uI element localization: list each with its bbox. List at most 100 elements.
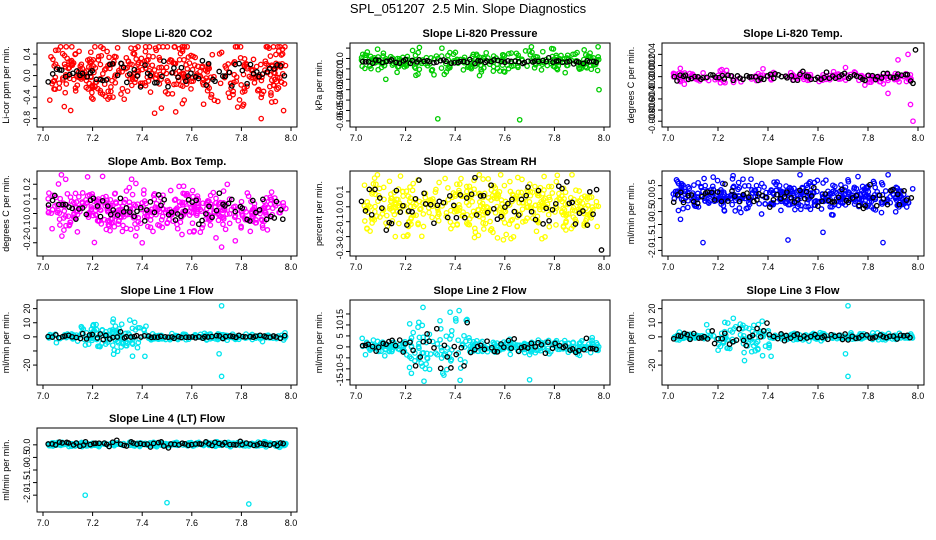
black-data-point: [468, 191, 475, 198]
black-data-point: [60, 201, 66, 208]
black-data-point: [273, 198, 280, 205]
data-point: [153, 47, 160, 54]
black-data-point: [692, 73, 698, 80]
data-point: [99, 173, 106, 180]
y-tick-label: -0.5: [647, 204, 657, 220]
data-point: [460, 209, 466, 215]
data-point: [466, 335, 472, 341]
black-data-point: [675, 332, 682, 339]
x-tick-label: 7.6: [186, 133, 199, 143]
black-data-point: [383, 227, 390, 233]
black-data-point: [431, 59, 437, 66]
black-data-point: [103, 77, 110, 83]
black-data-point: [589, 345, 596, 352]
data-point: [717, 79, 724, 86]
data-point: [416, 66, 423, 73]
data-point: [814, 188, 820, 195]
data-point: [461, 332, 467, 339]
black-data-point: [688, 192, 695, 198]
data-point: [52, 74, 59, 81]
data-point: [532, 183, 538, 190]
panel-line2: Slope Line 2 Flow 7.0 7.2 7.4 7.6 7.8 8.0 -15-1…: [314, 285, 611, 401]
data-point: [155, 222, 161, 228]
data-point: [741, 183, 748, 189]
data-point: [560, 224, 567, 230]
black-data-point: [711, 340, 718, 347]
data-point: [73, 199, 80, 205]
black-data-point: [62, 201, 69, 208]
black-data-point: [587, 345, 594, 352]
data-point: [158, 216, 165, 223]
black-data-point: [155, 439, 162, 446]
black-data-point: [368, 211, 375, 218]
data-point: [878, 209, 885, 216]
data-point: [156, 54, 163, 61]
black-data-point: [168, 441, 174, 447]
data-point: [171, 43, 178, 50]
black-data-point: [685, 76, 692, 83]
data-point: [193, 212, 200, 219]
data-point: [879, 181, 886, 188]
black-data-point: [523, 192, 530, 199]
data-point: [226, 220, 233, 227]
data-point: [107, 227, 113, 234]
black-data-point: [437, 365, 444, 372]
x-tick-label: 8.0: [285, 391, 298, 401]
data-point: [438, 355, 445, 361]
data-point: [480, 226, 487, 232]
data-point: [183, 192, 189, 199]
data-point: [132, 233, 139, 239]
data-point: [760, 333, 767, 340]
data-point: [397, 173, 404, 179]
black-data-point: [393, 59, 400, 66]
panel-title: Slope Line 1 Flow: [121, 285, 214, 297]
black-data-point: [362, 342, 369, 349]
black-data-point: [528, 340, 535, 347]
black-data-point: [421, 58, 427, 65]
black-data-point: [725, 72, 731, 79]
data-point: [435, 217, 442, 224]
black-data-point: [531, 58, 538, 64]
black-data-point: [375, 344, 382, 351]
data-point: [510, 233, 517, 240]
y-tick-label: 20: [647, 304, 657, 314]
data-point: [751, 187, 758, 194]
black-data-point: [884, 201, 891, 208]
black-data-point: [405, 208, 412, 214]
black-data-point: [714, 189, 721, 195]
data-point: [111, 191, 118, 197]
black-data-point: [448, 365, 454, 371]
black-data-point: [494, 348, 501, 355]
black-data-point: [147, 444, 154, 450]
black-data-point: [388, 220, 395, 227]
black-data-point: [803, 188, 810, 195]
black-data-point: [151, 334, 158, 340]
data-point: [177, 219, 184, 226]
black-data-point: [498, 213, 504, 220]
data-point: [277, 43, 283, 50]
data-point: [456, 201, 462, 208]
x-tick-label: 7.4: [136, 518, 149, 528]
black-data-point: [134, 73, 141, 79]
black-data-point: [825, 336, 831, 343]
black-data-point: [239, 205, 246, 211]
data-point: [111, 347, 118, 353]
data-point: [869, 330, 876, 336]
data-point: [261, 208, 268, 215]
black-data-point: [412, 362, 419, 369]
data-point: [189, 75, 196, 82]
black-data-point: [759, 192, 766, 199]
data-point: [102, 93, 109, 100]
data-point: [62, 64, 69, 70]
y-tick-label: 10: [647, 318, 657, 328]
x-tick-label: 7.4: [449, 391, 462, 401]
x-tick-label: 7.2: [399, 262, 412, 272]
black-data-point: [722, 181, 728, 187]
data-point: [741, 357, 748, 364]
black-data-point: [99, 77, 106, 84]
black-data-point: [853, 192, 860, 199]
data-point: [514, 174, 521, 181]
black-data-point: [549, 345, 556, 352]
black-data-point: [684, 331, 691, 338]
data-point: [180, 183, 187, 190]
